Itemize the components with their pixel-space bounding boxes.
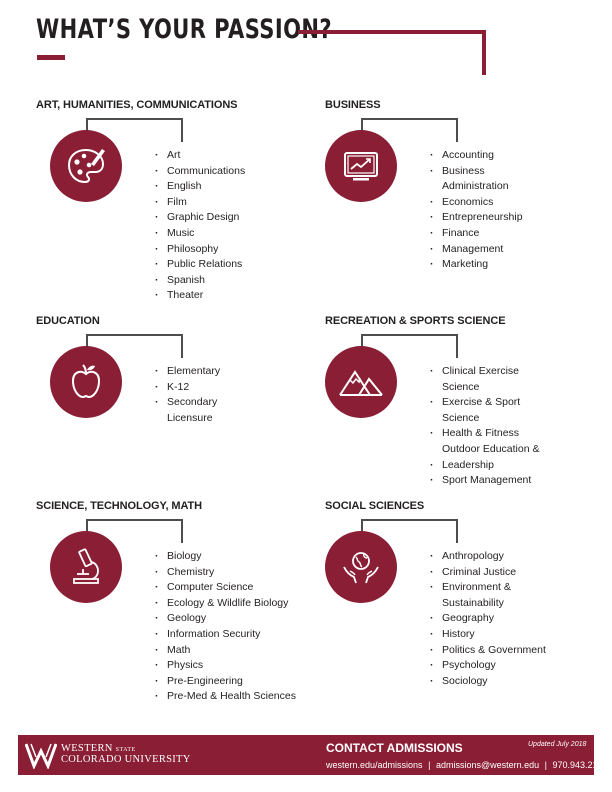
section-heading-social: SOCIAL SCIENCES [325, 500, 425, 512]
section-heading-education: EDUCATION [36, 315, 100, 327]
list-item: Computer Science [155, 580, 296, 596]
list-item: Politics & Government [430, 643, 546, 659]
list-item: Biology [155, 549, 296, 565]
list-item: Information Security [155, 627, 296, 643]
list-item: Art [155, 148, 245, 164]
list-item: Music [155, 226, 245, 242]
section-list-art: Art Communications English Film Graphic … [155, 148, 245, 304]
globe-hands-icon [343, 552, 379, 584]
list-item: Film [155, 195, 245, 211]
list-item: Secondary [155, 395, 220, 411]
separator: | [428, 760, 431, 770]
list-item: Marketing [430, 257, 523, 273]
list-item: Pre-Med & Health Sciences [155, 689, 296, 705]
list-item: Accounting [430, 148, 523, 164]
list-item: Ecology & Wildlife Biology [155, 596, 296, 612]
list-item: Elementary [155, 364, 220, 380]
list-item: Geology [155, 611, 296, 627]
list-item: History [430, 627, 546, 643]
section-heading-recreation: RECREATION & SPORTS SCIENCE [325, 315, 506, 327]
list-item: Graphic Design [155, 210, 245, 226]
list-item: Math [155, 643, 296, 659]
list-item: Sociology [430, 674, 546, 690]
list-item: Science [442, 380, 480, 393]
contact-details: western.edu/admissions | admissions@west… [326, 760, 607, 770]
university-name-state: STATE [115, 747, 136, 753]
university-logo-mark [25, 743, 57, 769]
section-heading-stem: SCIENCE, TECHNOLOGY, MATH [36, 500, 202, 512]
list-item: Criminal Justice [430, 565, 546, 581]
list-item: Administration [442, 180, 509, 193]
list-item: Clinical Exercise [430, 364, 539, 380]
section-icon-circle [325, 531, 397, 603]
section-list-social: Anthropology Criminal Justice Environmen… [430, 549, 546, 689]
apple-icon [71, 364, 101, 399]
microscope-icon [73, 548, 99, 584]
section-icon-circle [50, 130, 122, 202]
university-name-line2: COLORADO UNIVERSITY [61, 754, 191, 765]
list-item: Entrepreneurship [430, 210, 523, 226]
list-item: Anthropology [430, 549, 546, 565]
section-icon-circle [50, 531, 122, 603]
section-list-recreation: Clinical Exercise Science Exercise & Spo… [430, 364, 539, 489]
list-item: Science [442, 411, 480, 424]
list-item: Business [430, 164, 523, 180]
contact-admissions-title: CONTACT ADMISSIONS [326, 741, 463, 755]
list-item: Geography [430, 611, 546, 627]
mountains-icon [339, 370, 383, 396]
list-item: Pre-Engineering [155, 674, 296, 690]
footer-bar: WESTERN STATE COLORADO UNIVERSITY CONTAC… [18, 735, 607, 775]
separator: | [544, 760, 547, 770]
list-item: Licensure [167, 411, 213, 424]
phone-number[interactable]: 970.943.2119 [552, 760, 607, 770]
palette-icon [67, 148, 105, 184]
list-item: Finance [430, 226, 523, 242]
list-item: Leadership [430, 458, 539, 474]
university-name-western: WESTERN [61, 743, 113, 754]
section-icon-circle [325, 346, 397, 418]
page-title: WHAT’S YOUR PASSION? [36, 14, 333, 45]
university-name-line1: WESTERN STATE [61, 743, 136, 754]
list-item: Health & Fitness [430, 426, 539, 442]
section-heading-business: BUSINESS [325, 99, 381, 111]
list-item: Exercise & Sport [430, 395, 539, 411]
list-item: Sustainability [442, 596, 504, 609]
section-list-stem: Biology Chemistry Computer Science Ecolo… [155, 549, 296, 705]
list-item: Environment & [430, 580, 546, 596]
list-item: Communications [155, 164, 245, 180]
list-item: English [155, 179, 245, 195]
list-item: Outdoor Education & [442, 442, 540, 455]
updated-date: Updated July 2018 [528, 741, 587, 748]
section-heading-art: ART, HUMANITIES, COMMUNICATIONS [36, 99, 238, 111]
list-item: Public Relations [155, 257, 245, 273]
list-item: Philosophy [155, 242, 245, 258]
list-item: K-12 [155, 380, 220, 396]
list-item: Chemistry [155, 565, 296, 581]
section-icon-circle [50, 346, 122, 418]
list-item: Theater [155, 288, 245, 304]
title-bracket-accent [298, 30, 486, 75]
title-underline-accent [37, 55, 65, 60]
section-list-business: Accounting Business Administration Econo… [430, 148, 523, 273]
monitor-chart-icon [344, 152, 378, 181]
list-item: Physics [155, 658, 296, 674]
email-link[interactable]: admissions@western.edu [435, 760, 540, 770]
list-item: Psychology [430, 658, 546, 674]
list-item: Management [430, 242, 523, 258]
list-item: Spanish [155, 273, 245, 289]
section-icon-circle [325, 130, 397, 202]
website-link[interactable]: western.edu/admissions [326, 760, 423, 770]
list-item: Sport Management [430, 473, 539, 489]
section-list-education: Elementary K-12 Secondary Licensure [155, 364, 220, 426]
list-item: Economics [430, 195, 523, 211]
